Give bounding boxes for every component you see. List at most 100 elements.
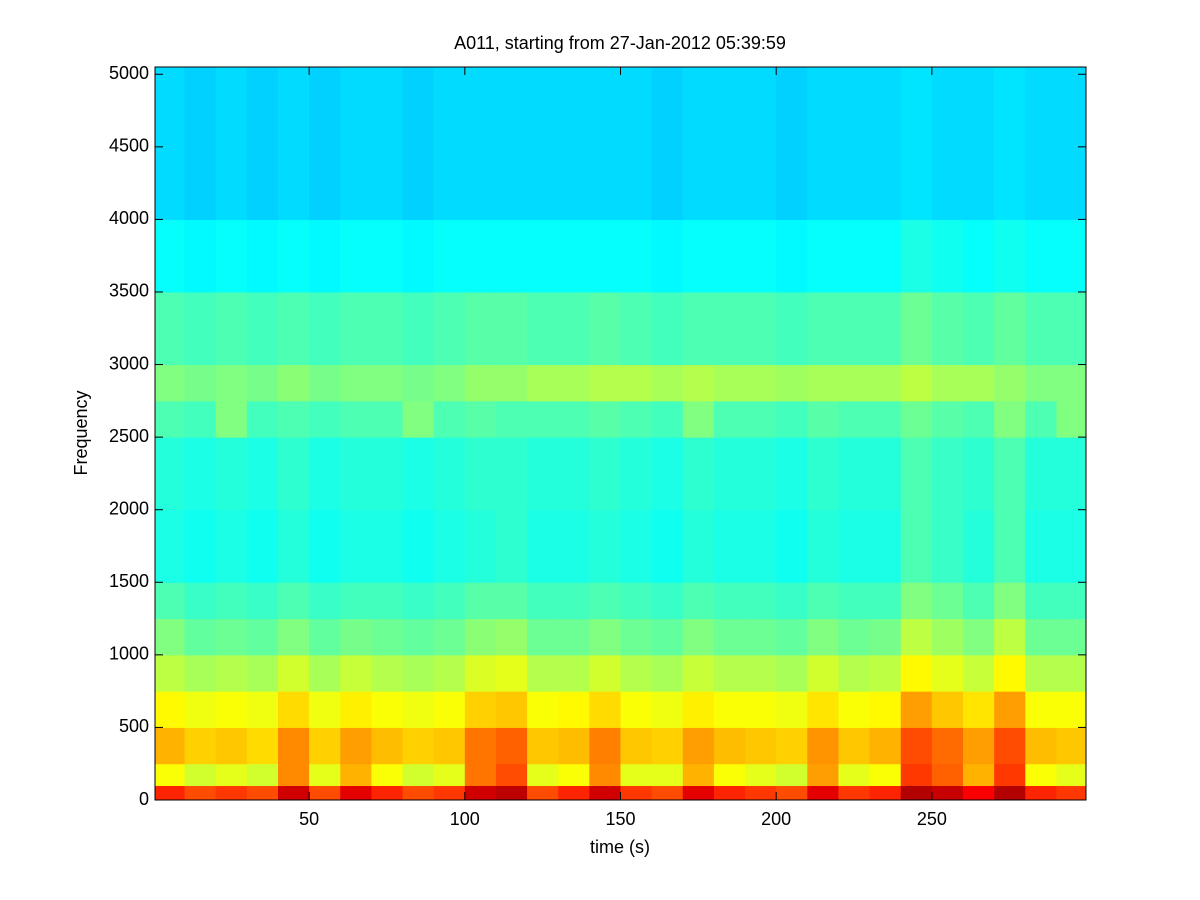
heatmap-cell — [277, 691, 310, 728]
heatmap-cell — [495, 437, 528, 511]
heatmap-cell — [1025, 67, 1057, 220]
heatmap-cell — [713, 654, 746, 692]
heatmap-cell — [713, 618, 746, 656]
heatmap-cell — [309, 364, 341, 402]
heatmap-cell — [963, 364, 995, 402]
heatmap-cell — [931, 785, 964, 800]
heatmap-cell — [309, 400, 341, 438]
heatmap-cell — [776, 727, 808, 765]
heatmap-cell — [1025, 618, 1057, 656]
heatmap-cell — [155, 582, 186, 620]
heatmap-cell — [1056, 219, 1086, 293]
heatmap-cell — [1025, 691, 1057, 728]
heatmap-cell — [931, 509, 964, 583]
heatmap-cell — [1056, 727, 1086, 765]
heatmap-cell — [277, 67, 310, 220]
heatmap-cell — [155, 291, 186, 366]
heatmap-cell — [963, 67, 995, 220]
y-axis-label: Frequency — [71, 390, 91, 475]
heatmap-cell — [745, 437, 777, 511]
heatmap-cell — [184, 691, 217, 728]
heatmap-cell — [776, 763, 808, 786]
heatmap-cell — [527, 785, 559, 800]
heatmap-cell — [651, 763, 684, 786]
heatmap-cell — [589, 763, 621, 786]
heatmap-cell — [464, 618, 497, 656]
heatmap-cell — [309, 437, 341, 511]
heatmap-cell — [589, 67, 621, 220]
heatmap-cell — [651, 67, 684, 220]
heatmap-cell — [371, 618, 404, 656]
heatmap-cell — [869, 654, 902, 692]
heatmap-cell — [745, 291, 777, 366]
heatmap-cell — [246, 219, 279, 293]
heatmap-cell — [184, 727, 217, 765]
heatmap-cell — [994, 364, 1026, 402]
heatmap-cell — [495, 654, 528, 692]
heatmap-cell — [464, 654, 497, 692]
heatmap-cell — [246, 618, 279, 656]
heatmap-cell — [558, 67, 590, 220]
heatmap-cell — [994, 727, 1026, 765]
heatmap-cell — [527, 727, 559, 765]
heatmap-cell — [838, 219, 871, 293]
heatmap-cell — [620, 364, 653, 402]
heatmap-cell — [745, 763, 777, 786]
heatmap-cell — [682, 691, 715, 728]
heatmap-cell — [994, 763, 1026, 786]
heatmap-cell — [589, 618, 621, 656]
heatmap-cell — [1025, 509, 1057, 583]
heatmap-cell — [1025, 400, 1057, 438]
heatmap-cell — [1056, 691, 1086, 728]
heatmap-cell — [155, 785, 186, 800]
heatmap-cell — [464, 785, 497, 800]
heatmap-cell — [838, 618, 871, 656]
heatmap-cell — [682, 509, 715, 583]
heatmap-cell — [682, 654, 715, 692]
heatmap-cell — [776, 219, 808, 293]
heatmap-cell — [433, 291, 466, 366]
heatmap-cell — [931, 67, 964, 220]
heatmap-cell — [309, 219, 341, 293]
heatmap-cell — [776, 291, 808, 366]
heatmap-cell — [464, 763, 497, 786]
heatmap-cell — [340, 785, 372, 800]
heatmap-cell — [433, 437, 466, 511]
heatmap-cell — [869, 618, 902, 656]
heatmap-cell — [527, 67, 559, 220]
heatmap-cell — [838, 364, 871, 402]
y-tick-label: 2500 — [109, 426, 149, 446]
heatmap-cell — [807, 582, 839, 620]
heatmap-cell — [433, 509, 466, 583]
heatmap-cell — [184, 400, 217, 438]
heatmap-cell — [651, 727, 684, 765]
heatmap-cell — [994, 654, 1026, 692]
heatmap-cell — [215, 219, 248, 293]
heatmap-cell — [464, 291, 497, 366]
heatmap-cell — [402, 727, 435, 765]
heatmap-cell — [277, 400, 310, 438]
heatmap-cell — [371, 727, 404, 765]
heatmap-cell — [869, 67, 902, 220]
heatmap-cell — [215, 654, 248, 692]
heatmap-cell — [620, 437, 653, 511]
heatmap-cell — [994, 219, 1026, 293]
heatmap-cell — [620, 582, 653, 620]
heatmap-cell — [807, 400, 839, 438]
heatmap-cell — [869, 400, 902, 438]
heatmap-cell — [900, 785, 933, 800]
heatmap-cell — [589, 654, 621, 692]
heatmap-cell — [994, 67, 1026, 220]
heatmap-cell — [527, 400, 559, 438]
heatmap-cell — [155, 364, 186, 402]
heatmap-cell — [1025, 364, 1057, 402]
heatmap-cell — [682, 400, 715, 438]
heatmap-cell — [776, 785, 808, 800]
heatmap-cell — [371, 763, 404, 786]
heatmap-cell — [682, 291, 715, 366]
y-tick-label: 4000 — [109, 208, 149, 228]
heatmap-cell — [184, 763, 217, 786]
heatmap-cell — [963, 727, 995, 765]
heatmap-cell — [184, 67, 217, 220]
